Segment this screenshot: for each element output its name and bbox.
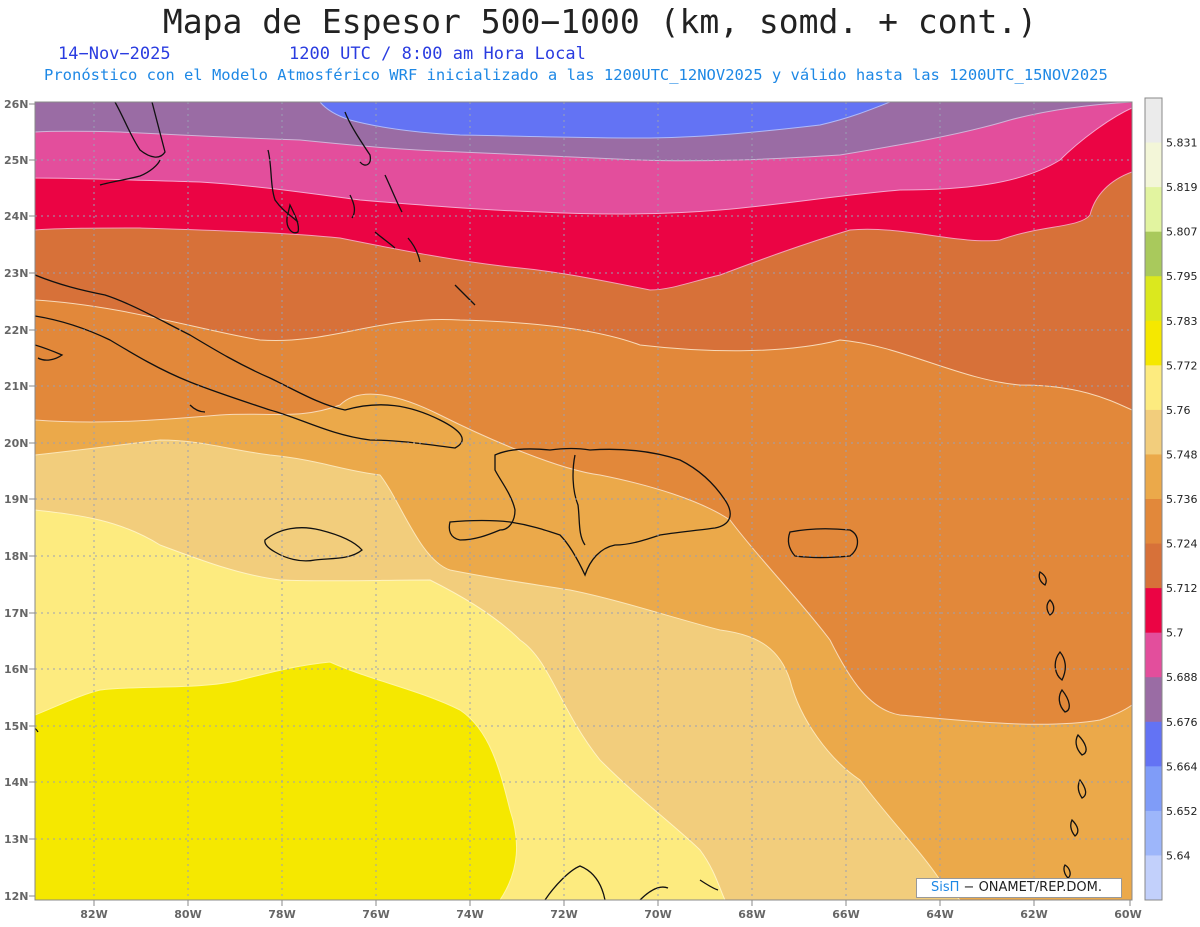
lon-label: 62W bbox=[1020, 908, 1047, 921]
thickness-bands bbox=[35, 102, 1132, 900]
lat-label: 24N bbox=[4, 210, 29, 223]
legend-label: 5.76 bbox=[1166, 404, 1191, 417]
legend-label: 5.664 bbox=[1166, 760, 1198, 773]
legend-label: 5.772 bbox=[1166, 359, 1198, 372]
legend-swatch bbox=[1145, 677, 1162, 723]
lon-label: 66W bbox=[832, 908, 859, 921]
lon-label: 82W bbox=[80, 908, 107, 921]
model-info: Pronóstico con el Modelo Atmosférico WRF… bbox=[44, 66, 1108, 84]
lon-label: 78W bbox=[268, 908, 295, 921]
legend-swatch bbox=[1145, 187, 1162, 233]
legend-label: 5.688 bbox=[1166, 671, 1198, 684]
legend-swatch bbox=[1145, 810, 1162, 856]
lon-label: 64W bbox=[926, 908, 953, 921]
coastlines bbox=[35, 102, 1087, 900]
coast-cuba bbox=[35, 274, 463, 449]
lat-label: 25N bbox=[4, 154, 29, 167]
lon-label: 74W bbox=[456, 908, 483, 921]
legend-label: 5.783 bbox=[1166, 315, 1198, 328]
legend-label: 5.748 bbox=[1166, 448, 1198, 461]
legend-swatch bbox=[1145, 454, 1162, 500]
legend-label: 5.807 bbox=[1166, 226, 1198, 239]
lat-label: 26N bbox=[4, 98, 29, 111]
lat-label: 18N bbox=[4, 550, 29, 563]
legend-swatch bbox=[1145, 231, 1162, 277]
lat-label: 23N bbox=[4, 267, 29, 280]
lon-label: 70W bbox=[644, 908, 671, 921]
lat-label: 14N bbox=[4, 776, 29, 789]
lat-label: 19N bbox=[4, 493, 29, 506]
lon-axis: 82W 80W 78W 76W 74W 72W 70W 68W 66W 64W … bbox=[80, 900, 1142, 921]
lat-lon-grid bbox=[35, 102, 1132, 900]
legend-swatch bbox=[1145, 98, 1162, 144]
lat-label: 13N bbox=[4, 833, 29, 846]
lat-label: 22N bbox=[4, 324, 29, 337]
lat-label: 12N bbox=[4, 890, 29, 903]
lat-axis: 26N 25N 24N 23N 22N 21N 20N 19N 18N 17N … bbox=[4, 98, 35, 903]
coast-jamaica bbox=[264, 527, 363, 562]
legend-swatch bbox=[1145, 365, 1162, 411]
legend-swatch bbox=[1145, 721, 1162, 767]
legend-swatch bbox=[1145, 142, 1162, 188]
lat-label: 16N bbox=[4, 663, 29, 676]
legend-swatch bbox=[1145, 766, 1162, 812]
credit-text: − ONAMET/REP.DOM. bbox=[959, 880, 1102, 895]
legend-label: 5.676 bbox=[1166, 716, 1198, 729]
coast-puerto-rico bbox=[787, 528, 859, 559]
band-5.664 bbox=[319, 102, 891, 139]
coast-florida bbox=[114, 102, 166, 158]
lon-label: 68W bbox=[738, 908, 765, 921]
legend-label: 5.724 bbox=[1166, 538, 1198, 551]
credit-box: SisΠ − ONAMET/REP.DOM. bbox=[916, 878, 1122, 898]
legend-label: 5.736 bbox=[1166, 493, 1198, 506]
lon-label: 80W bbox=[174, 908, 201, 921]
legend-swatch bbox=[1145, 499, 1162, 545]
coast-lesser-antilles bbox=[1038, 571, 1087, 879]
lat-label: 20N bbox=[4, 437, 29, 450]
legend-swatch bbox=[1145, 855, 1162, 901]
lon-label: 76W bbox=[362, 908, 389, 921]
lat-label: 17N bbox=[4, 607, 29, 620]
coast-bahamas bbox=[267, 149, 299, 223]
coast-south-america bbox=[544, 865, 606, 900]
legend-swatch bbox=[1145, 320, 1162, 366]
lon-label: 60W bbox=[1114, 908, 1141, 921]
map-title: Mapa de Espesor 500−1000 (km, somd. + co… bbox=[162, 2, 1038, 41]
lon-label: 72W bbox=[550, 908, 577, 921]
forecast-time: 1200 UTC / 8:00 am Hora Local bbox=[289, 44, 586, 64]
legend-frame bbox=[1144, 97, 1163, 901]
legend-label: 5.831 bbox=[1166, 137, 1198, 150]
color-scale-legend: 5.831 5.819 5.807 5.795 5.783 5.772 5.76 5.748 5… bbox=[1144, 97, 1198, 901]
credit-brand: SisΠ bbox=[931, 880, 960, 895]
legend-label: 5.64 bbox=[1166, 849, 1191, 862]
coast-hispaniola bbox=[448, 447, 731, 577]
band-5.772 bbox=[35, 661, 518, 900]
legend-swatch bbox=[1145, 632, 1162, 678]
legend-swatch bbox=[1145, 276, 1162, 322]
legend-label: 5.7 bbox=[1166, 627, 1184, 640]
legend-label: 5.712 bbox=[1166, 582, 1198, 595]
legend-swatch bbox=[1145, 409, 1162, 455]
legend-label: 5.795 bbox=[1166, 270, 1198, 283]
legend-swatch bbox=[1145, 588, 1162, 634]
legend-swatch bbox=[1145, 543, 1162, 589]
legend-label: 5.652 bbox=[1166, 805, 1198, 818]
lat-label: 21N bbox=[4, 380, 29, 393]
legend-label: 5.819 bbox=[1166, 181, 1198, 194]
map-frame bbox=[34, 101, 1133, 901]
lat-label: 15N bbox=[4, 720, 29, 733]
forecast-date: 14−Nov−2025 bbox=[58, 44, 171, 64]
